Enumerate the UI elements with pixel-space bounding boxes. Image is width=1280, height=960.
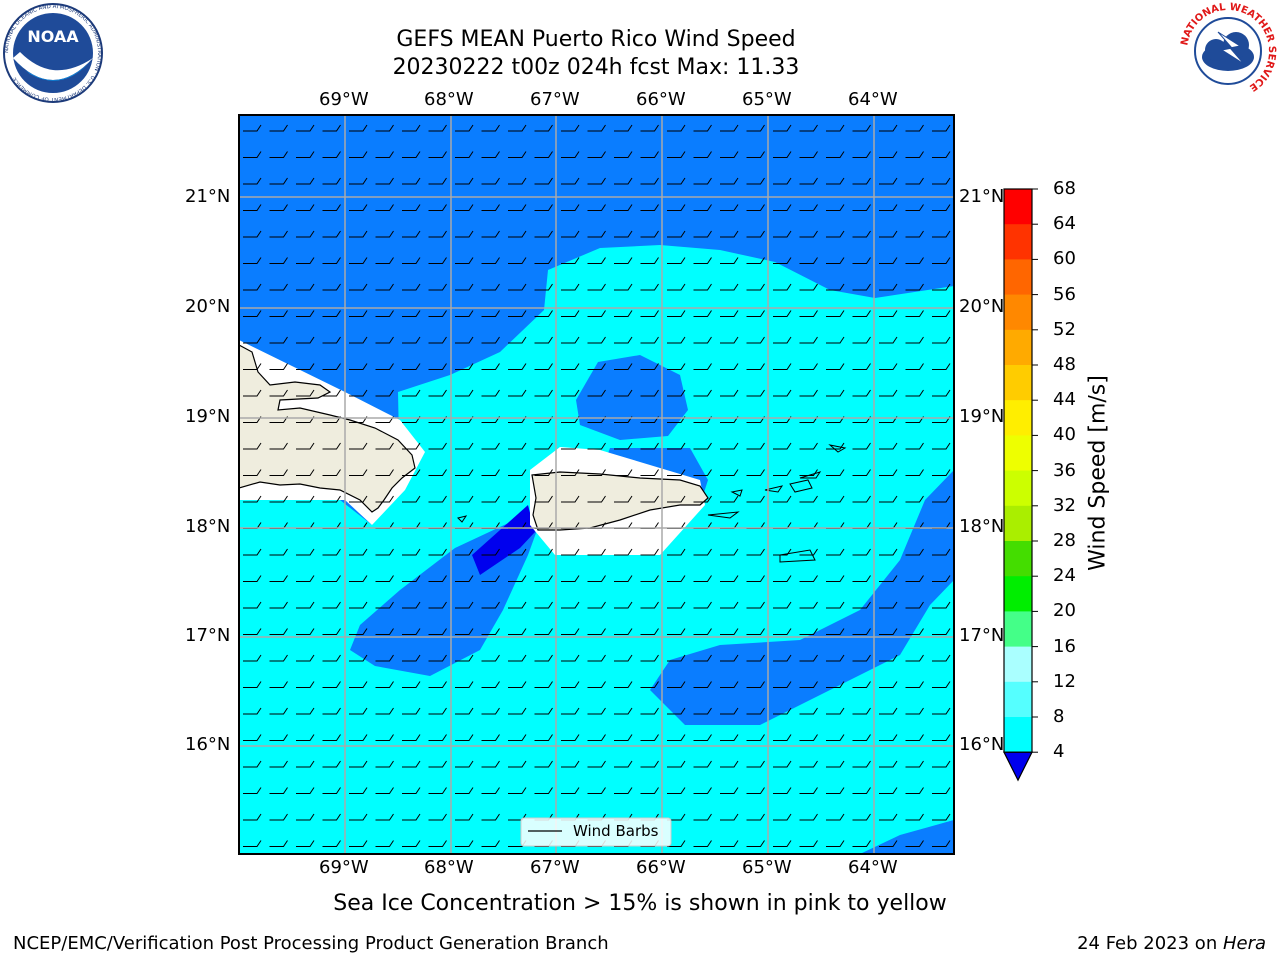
lon-label-top: 65°W xyxy=(742,89,792,110)
colorbar-tick-label: 24 xyxy=(1053,565,1076,587)
noaa-logo-text: NOAA xyxy=(27,27,79,46)
colorbar-tick-label: 12 xyxy=(1053,670,1076,692)
lon-label-bottom: 65°W xyxy=(742,857,792,878)
colorbar-tick-label: 48 xyxy=(1053,354,1076,375)
map-gridlines xyxy=(239,115,954,854)
lon-label-top: 66°W xyxy=(636,89,686,110)
colorbar-segment xyxy=(1004,541,1032,577)
colorbar-tick-label: 32 xyxy=(1053,494,1076,516)
map-frame xyxy=(238,114,955,855)
colorbar-tick-label: 20 xyxy=(1053,600,1076,622)
lon-label-top: 64°W xyxy=(848,89,898,110)
footer-host: Hera xyxy=(1222,933,1266,954)
colorbar-tick-label: 68 xyxy=(1053,178,1076,199)
colorbar-segment xyxy=(1004,646,1032,683)
colorbar-segment xyxy=(1004,681,1032,718)
colorbar-label: Wind Speed [m/s] xyxy=(1085,375,1111,571)
lat-label-left: 18°N xyxy=(185,516,231,537)
colorbar-segment xyxy=(1004,224,1032,260)
colorbar-tick-label: 52 xyxy=(1053,318,1076,340)
colorbar-segment xyxy=(1004,329,1032,366)
colorbar-extend-triangle xyxy=(1003,751,1033,782)
colorbar-tick-label: 64 xyxy=(1053,213,1076,235)
colorbar-segment xyxy=(1004,611,1032,648)
colorbar-tick-label: 44 xyxy=(1053,389,1076,411)
colorbar-tick-label: 8 xyxy=(1053,706,1065,727)
colorbar-tick-label: 40 xyxy=(1053,424,1076,446)
colorbar-segment xyxy=(1004,294,1032,331)
lon-label-bottom: 67°W xyxy=(530,857,580,878)
colorbar-tick-label: 28 xyxy=(1053,530,1076,551)
lat-label-left: 16°N xyxy=(185,734,231,755)
colorbar-segment xyxy=(1004,365,1032,401)
lat-label-right: 17°N xyxy=(959,625,1005,646)
lon-label-bottom: 69°W xyxy=(319,857,369,878)
colorbar-tick-label: 16 xyxy=(1053,635,1076,657)
lon-label-bottom: 64°W xyxy=(848,857,898,878)
lat-label-right: 18°N xyxy=(959,516,1005,537)
sea-ice-note: Sea Ice Concentration > 15% is shown in … xyxy=(333,891,947,916)
colorbar-segment xyxy=(1004,717,1032,753)
lat-label-left: 17°N xyxy=(185,625,231,646)
lat-label-left: 20°N xyxy=(185,296,231,317)
colorbar-segment xyxy=(1004,505,1032,542)
colorbar-segment xyxy=(1004,435,1032,472)
legend-box xyxy=(520,817,672,847)
lat-label-right: 20°N xyxy=(959,296,1005,317)
footer-date-text: 24 Feb 2023 on xyxy=(1077,933,1223,954)
chart-title: GEFS MEAN Puerto Rico Wind Speed xyxy=(396,27,796,52)
colorbar-tick-label: 4 xyxy=(1053,741,1065,763)
colorbar-tick-label: 36 xyxy=(1053,459,1076,481)
lon-label-top: 67°W xyxy=(530,89,580,110)
lat-label-right: 16°N xyxy=(959,734,1005,755)
lat-label-left: 19°N xyxy=(185,406,231,427)
wind-barbs xyxy=(239,115,954,854)
lon-label-top: 69°W xyxy=(319,89,369,110)
lon-label-bottom: 68°W xyxy=(424,857,474,878)
lat-label-left: 21°N xyxy=(185,186,231,207)
footer-date: 24 Feb 2023 on Hera xyxy=(1077,933,1266,954)
colorbar-tick-label: 60 xyxy=(1053,248,1076,270)
colorbar-segment xyxy=(1004,189,1032,225)
footer-branch: NCEP/EMC/Verification Post Processing Pr… xyxy=(13,933,609,954)
lon-label-top: 68°W xyxy=(424,89,474,110)
nws-logo: NATIONAL WEATHER SERVICE xyxy=(1179,2,1277,98)
lat-label-right: 19°N xyxy=(959,406,1005,427)
lon-label-bottom: 66°W xyxy=(636,857,686,878)
noaa-logo: NOAA NATIONAL OCEANIC AND ATMOSPHERIC AD… xyxy=(3,3,103,103)
colorbar xyxy=(1003,188,1038,782)
colorbar-segment xyxy=(1004,576,1032,612)
colorbar-tick-label: 56 xyxy=(1053,283,1076,305)
colorbar-segment xyxy=(1004,470,1032,507)
legend-label: Wind Barbs xyxy=(573,822,659,840)
colorbar-segment xyxy=(1004,400,1032,436)
lat-label-right: 21°N xyxy=(959,186,1005,207)
colorbar-segment xyxy=(1004,259,1032,296)
chart-subtitle: 20230222 t00z 024h fcst Max: 11.33 xyxy=(392,55,800,80)
